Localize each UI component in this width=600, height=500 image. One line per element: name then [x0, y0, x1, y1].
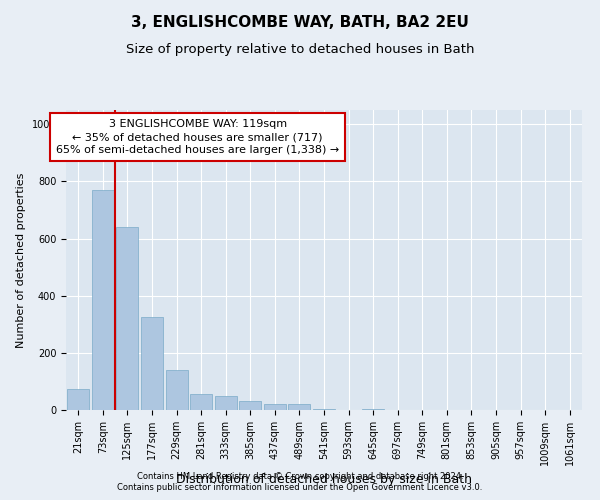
- Bar: [215, 396, 237, 410]
- Text: Size of property relative to detached houses in Bath: Size of property relative to detached ho…: [126, 42, 474, 56]
- Bar: [166, 370, 188, 410]
- Bar: [362, 408, 384, 410]
- Bar: [141, 317, 163, 410]
- Text: Contains public sector information licensed under the Open Government Licence v3: Contains public sector information licen…: [118, 484, 482, 492]
- Y-axis label: Number of detached properties: Number of detached properties: [16, 172, 26, 348]
- Bar: [190, 394, 212, 410]
- Bar: [92, 190, 114, 410]
- Text: 3 ENGLISHCOMBE WAY: 119sqm
← 35% of detached houses are smaller (717)
65% of sem: 3 ENGLISHCOMBE WAY: 119sqm ← 35% of deta…: [56, 119, 339, 156]
- Bar: [264, 404, 286, 410]
- Bar: [289, 404, 310, 410]
- Bar: [239, 402, 262, 410]
- Bar: [67, 388, 89, 410]
- X-axis label: Distribution of detached houses by size in Bath: Distribution of detached houses by size …: [176, 474, 472, 486]
- Text: Contains HM Land Registry data © Crown copyright and database right 2024.: Contains HM Land Registry data © Crown c…: [137, 472, 463, 481]
- Bar: [313, 408, 335, 410]
- Bar: [116, 227, 139, 410]
- Text: 3, ENGLISHCOMBE WAY, BATH, BA2 2EU: 3, ENGLISHCOMBE WAY, BATH, BA2 2EU: [131, 15, 469, 30]
